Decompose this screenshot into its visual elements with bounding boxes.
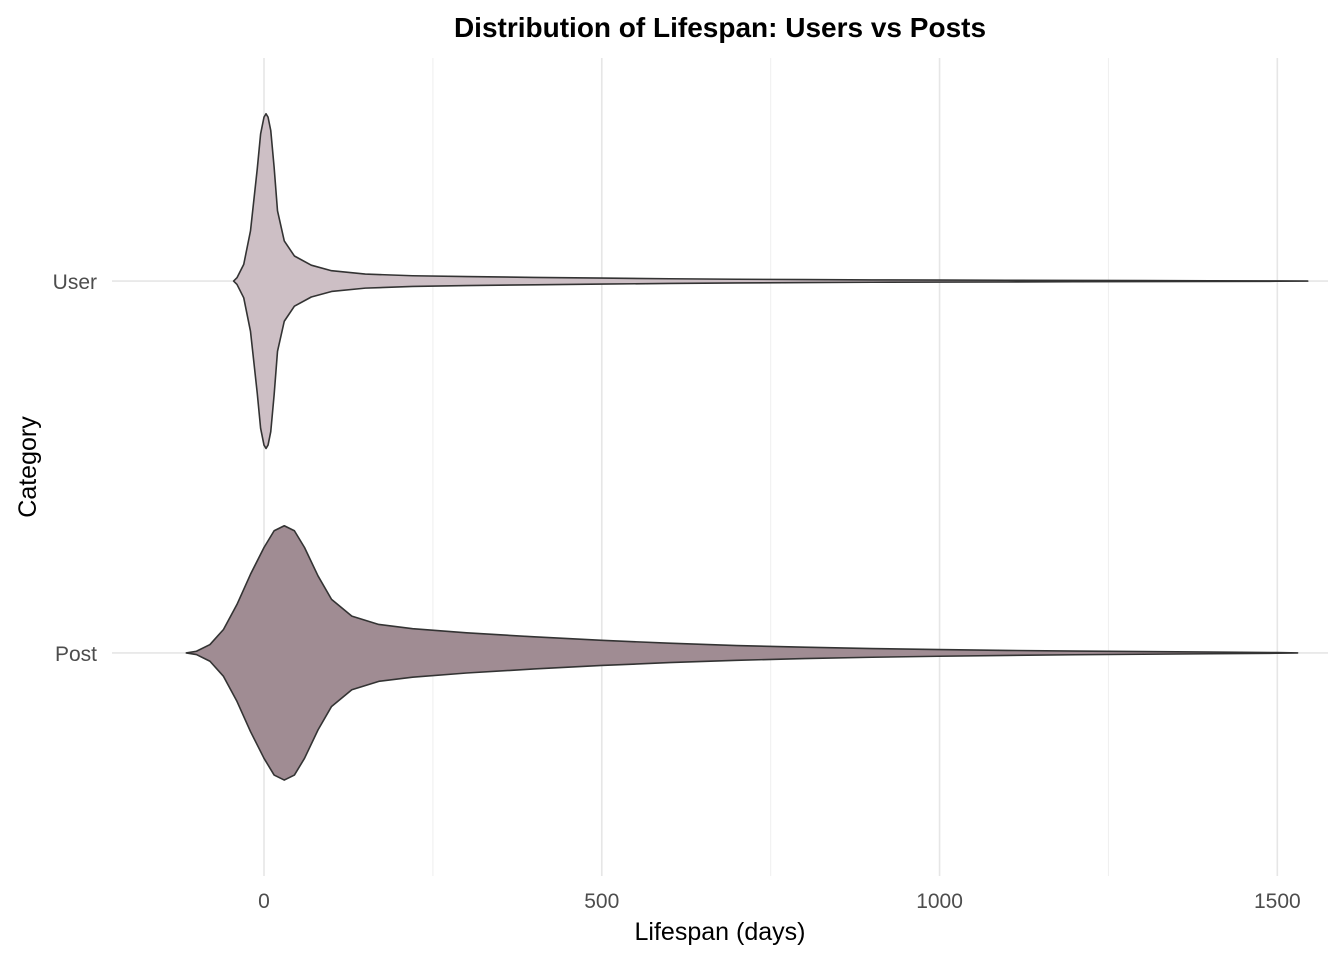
x-tick-label-1: 500 <box>584 890 619 913</box>
x-tick-label-3: 1500 <box>1254 890 1301 913</box>
y-tick-label-user: User <box>53 271 97 294</box>
violin-user <box>232 112 1309 450</box>
y-axis-title: Category <box>14 416 42 518</box>
x-tick-label-0: 0 <box>258 890 270 913</box>
violin-post <box>185 524 1299 781</box>
violins <box>185 112 1309 781</box>
x-tick-label-2: 1000 <box>916 890 963 913</box>
y-tick-label-post: Post <box>55 643 97 666</box>
chart-title: Distribution of Lifespan: Users vs Posts <box>454 12 986 43</box>
y-tick-labels: Post User <box>53 271 97 666</box>
x-axis-title: Lifespan (days) <box>635 918 806 946</box>
x-tick-labels: 0 500 1000 1500 <box>258 890 1301 913</box>
